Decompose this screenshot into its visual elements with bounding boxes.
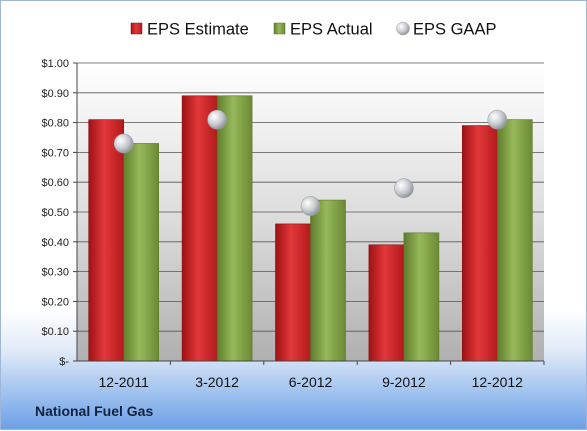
y-tick-label: $- bbox=[59, 356, 69, 368]
actual-bar-3-2012 bbox=[216, 95, 253, 362]
y-tick-label: $0.70 bbox=[41, 147, 69, 159]
legend: EPS Estimate EPS Actual EPS GAAP bbox=[130, 21, 496, 39]
x-tick-label: 12-2011 bbox=[99, 374, 150, 390]
y-tick-label: $0.10 bbox=[41, 326, 69, 338]
gaap-markers bbox=[113, 109, 508, 216]
actual-bar-12-2011 bbox=[123, 143, 159, 362]
estimate-bar-6-2012 bbox=[275, 223, 311, 362]
estimate-bar-3-2012 bbox=[181, 95, 218, 362]
bars bbox=[88, 95, 533, 362]
y-axis: $- $0.10 $0.20 $0.30 $0.40 $0.50 $0.60 $0.70 $0.… bbox=[41, 58, 78, 368]
actual-bar-9-2012 bbox=[403, 232, 440, 362]
x-tick-label: 12-2012 bbox=[472, 374, 524, 390]
legend-label: EPS Estimate bbox=[147, 21, 249, 39]
gaap-marker-9-2012 bbox=[394, 178, 414, 198]
x-tick-label: 9-2012 bbox=[382, 374, 426, 390]
gaap-marker-12-2012 bbox=[487, 109, 508, 130]
legend-swatch bbox=[273, 22, 286, 35]
x-tick-label: 3-2012 bbox=[195, 374, 239, 390]
legend-label: EPS Actual bbox=[290, 21, 373, 39]
y-tick-label: $0.50 bbox=[41, 207, 69, 219]
y-tick-label: $0.90 bbox=[41, 88, 69, 100]
actual-bar-6-2012 bbox=[310, 199, 346, 362]
legend-label: EPS GAAP bbox=[413, 21, 496, 39]
gaap-marker-12-2011 bbox=[113, 133, 134, 154]
y-tick-label: $0.60 bbox=[41, 177, 69, 189]
x-tick-label: 6-2012 bbox=[289, 374, 333, 390]
y-tick-label: $0.40 bbox=[41, 237, 69, 249]
estimate-bar-12-2011 bbox=[88, 119, 124, 362]
gaap-marker-6-2012 bbox=[300, 196, 321, 216]
legend-swatch bbox=[130, 22, 143, 35]
gaap-marker-3-2012 bbox=[207, 109, 227, 130]
y-tick-label: $0.30 bbox=[41, 267, 69, 279]
company-name: National Fuel Gas bbox=[35, 403, 154, 419]
actual-bar-12-2012 bbox=[496, 119, 533, 362]
y-tick-label: $0.80 bbox=[41, 118, 69, 130]
legend-swatch bbox=[396, 21, 410, 36]
y-tick-label: $1.00 bbox=[41, 58, 69, 70]
estimate-bar-9-2012 bbox=[368, 244, 405, 362]
estimate-bar-12-2012 bbox=[461, 125, 498, 362]
y-tick-label: $0.20 bbox=[41, 296, 69, 308]
x-axis: 12-2011 3-2012 6-2012 9-2012 12-2012 bbox=[77, 360, 545, 390]
